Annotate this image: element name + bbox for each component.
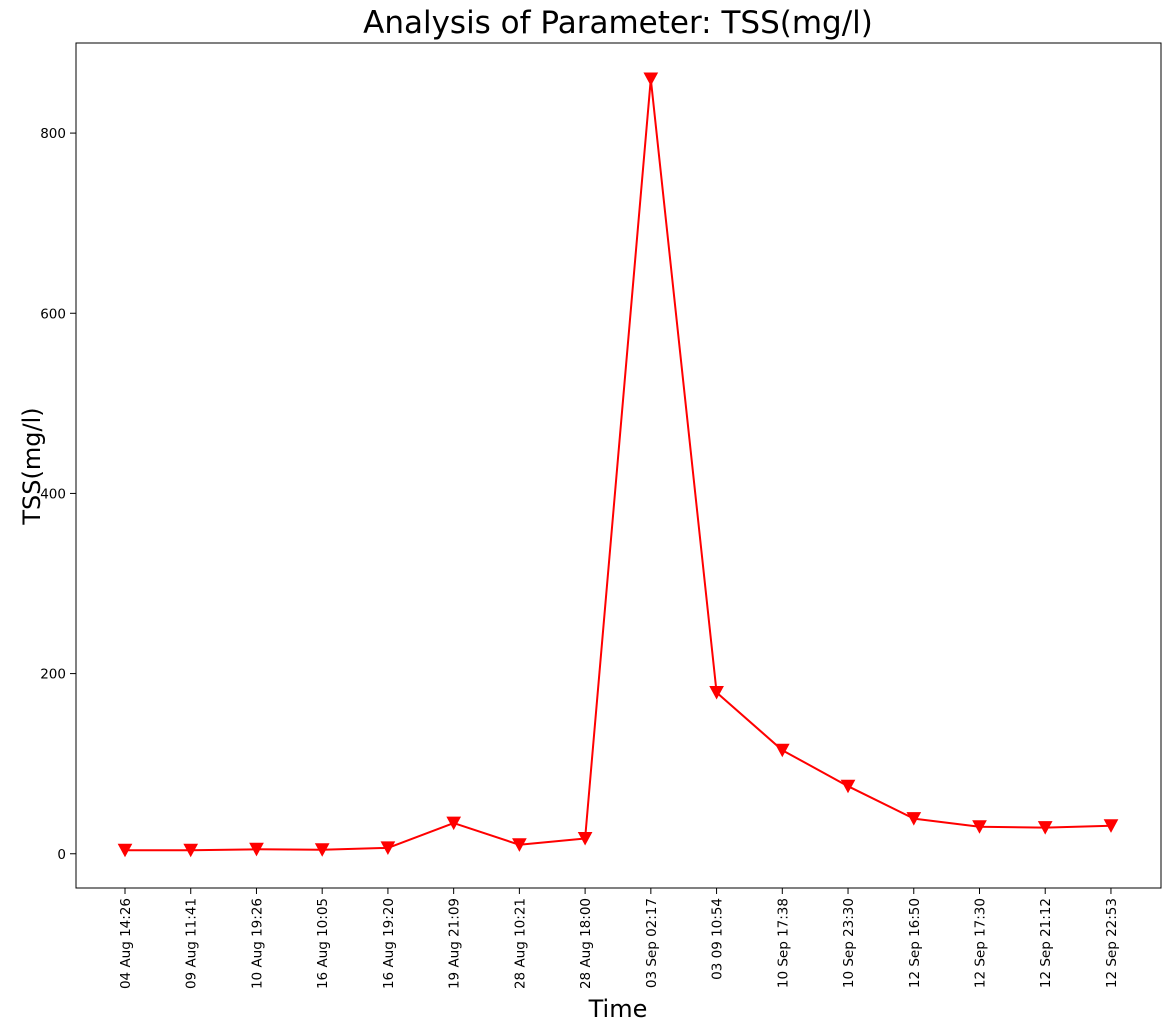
data-point-marker <box>183 843 199 858</box>
data-point-marker <box>1103 819 1119 833</box>
x-tick-label: 10 Sep 23:30 <box>841 898 857 988</box>
x-tick-label: 16 Aug 10:05 <box>315 898 331 989</box>
y-tick-label: 600 <box>40 306 66 322</box>
data-point-marker <box>840 779 856 794</box>
data-point-marker <box>446 816 462 831</box>
plot-frame <box>75 42 1162 889</box>
x-tick-label: 16 Aug 19:20 <box>381 898 397 989</box>
data-point-marker <box>709 686 724 700</box>
x-tick-label: 10 Aug 19:26 <box>249 898 265 989</box>
plot-area: 0 200 400 600 800 04 Aug 14:26 09 Aug 11:41 10 … <box>40 72 1120 989</box>
x-tick-label: 28 Aug 18:00 <box>578 898 594 989</box>
x-tick-label: 12 Sep 22:53 <box>1104 898 1120 988</box>
x-tick-label: 19 Aug 21:09 <box>447 898 463 989</box>
x-tick-label: 10 Sep 17:38 <box>775 898 791 988</box>
data-point-marker <box>1037 821 1053 835</box>
y-tick-label: 200 <box>40 667 66 683</box>
x-tick-label: 09 Aug 11:41 <box>184 898 200 989</box>
data-point-marker <box>906 812 922 826</box>
x-axis-label: Time <box>588 995 648 1023</box>
series-line <box>125 78 1112 852</box>
x-tick-label: 12 Sep 21:12 <box>1038 898 1054 988</box>
data-point-marker <box>512 838 527 852</box>
x-tick-label: 03 Sep 02:17 <box>644 898 660 988</box>
x-tick-label: 28 Aug 10:21 <box>512 898 528 989</box>
data-point-marker <box>643 72 659 87</box>
data-point-marker <box>117 843 133 858</box>
y-axis-label: TSS(mg/l) <box>18 407 46 525</box>
y-tick-label: 0 <box>57 847 66 863</box>
x-tick-label: 12 Sep 17:30 <box>972 898 988 988</box>
data-point-marker <box>314 843 330 857</box>
x-tick-label: 12 Sep 16:50 <box>907 898 923 988</box>
data-point-marker <box>380 841 396 855</box>
y-tick-label: 400 <box>40 486 66 502</box>
y-tick-label: 800 <box>40 126 66 142</box>
data-point-marker <box>577 832 593 846</box>
data-point-marker <box>774 743 790 758</box>
chart-title: Analysis of Parameter: TSS(mg/l) <box>363 5 873 41</box>
data-point-marker <box>249 842 264 857</box>
x-tick-label: 04 Aug 14:26 <box>118 898 134 989</box>
data-point-marker <box>972 820 987 834</box>
x-tick-label: 03 09 10:54 <box>710 898 726 980</box>
